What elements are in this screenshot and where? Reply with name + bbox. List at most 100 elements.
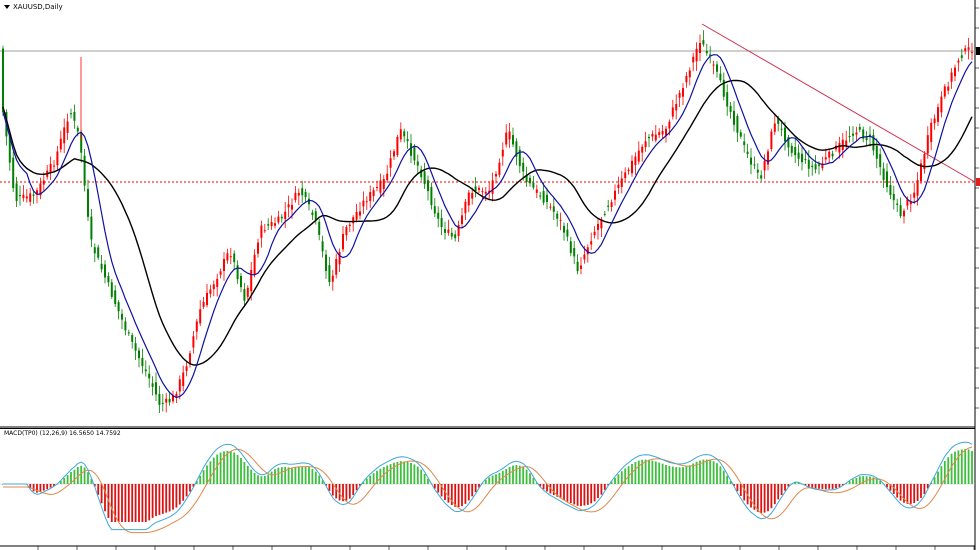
macd-bar <box>505 468 508 484</box>
candle-body <box>627 169 630 172</box>
candle-body <box>389 158 392 168</box>
macd-bar <box>610 481 613 484</box>
macd-bar <box>590 484 593 504</box>
candle-body <box>457 225 460 237</box>
macd-bar <box>297 466 300 484</box>
macd-bar <box>954 451 956 484</box>
candle-body <box>617 184 620 188</box>
macd-bar <box>257 475 259 484</box>
candle-body <box>818 164 820 166</box>
macd-bar <box>964 449 967 484</box>
macd-bar <box>243 462 246 484</box>
macd-bar <box>906 484 909 504</box>
candle-body <box>899 205 902 217</box>
candle-body <box>583 254 586 260</box>
macd-bar <box>287 467 290 484</box>
macd-bar <box>648 459 650 484</box>
price-scale-ticks <box>975 7 979 409</box>
macd-bar <box>678 467 681 484</box>
macd-bar <box>797 482 800 484</box>
candle-body <box>90 216 93 240</box>
candle-body <box>882 168 885 181</box>
candle-body <box>185 366 188 371</box>
candle-body <box>284 211 287 220</box>
level-price-marker <box>976 178 980 186</box>
macd-bar <box>586 484 589 505</box>
macd-bar <box>624 468 627 484</box>
macd-bar <box>379 468 382 484</box>
macd-bar <box>886 484 888 488</box>
candle-body <box>525 174 528 183</box>
candle-body <box>321 241 324 252</box>
candle-body <box>760 175 763 179</box>
candle-body <box>678 92 681 98</box>
candle-body <box>396 136 399 155</box>
macd-bar <box>345 484 348 501</box>
macd-bar <box>814 484 817 489</box>
candle-body <box>172 395 174 402</box>
candle-body <box>886 171 888 188</box>
macd-bar <box>539 484 542 487</box>
dropdown-arrow-icon[interactable] <box>4 5 10 9</box>
macd-bar <box>301 466 304 484</box>
macd-bar <box>712 461 715 484</box>
candle-body <box>906 199 909 206</box>
candle-body <box>168 398 171 403</box>
candle-body <box>270 222 273 227</box>
candle-body <box>243 289 246 301</box>
candle-body <box>311 212 314 216</box>
candle-body <box>73 111 76 121</box>
macd-bar <box>644 459 647 484</box>
macd-bar <box>484 479 487 484</box>
candle-body <box>709 54 712 57</box>
candle-body <box>614 190 616 200</box>
macd-bar <box>294 467 297 484</box>
candle-body <box>736 115 739 133</box>
macd-bar <box>770 484 773 509</box>
candle-body <box>971 52 973 54</box>
macd-bar <box>620 471 623 484</box>
macd-bar <box>240 457 242 484</box>
macd-bar <box>631 463 633 484</box>
candle-body <box>229 256 232 258</box>
macd-bar <box>246 465 249 484</box>
candle-body <box>733 110 735 125</box>
macd-bar <box>947 457 950 484</box>
candle-body <box>668 121 671 129</box>
macd-bar <box>682 467 684 484</box>
macd-bar <box>909 484 912 504</box>
macd-bar <box>780 484 783 495</box>
macd-bar <box>100 484 103 504</box>
candle-body <box>461 215 463 225</box>
candle-body <box>807 159 810 169</box>
candle-body <box>576 261 579 272</box>
macd-bar <box>53 484 55 486</box>
candle-body <box>464 201 467 214</box>
candle-body <box>178 379 181 392</box>
macd-bar <box>634 462 637 484</box>
candle-body <box>889 185 892 196</box>
macd-bar <box>369 475 372 484</box>
candle-body <box>260 225 263 238</box>
candle-body <box>83 155 86 186</box>
candle-body <box>308 198 310 205</box>
macd-bar <box>529 473 531 484</box>
candle-body <box>379 180 382 193</box>
candle-body <box>131 335 134 342</box>
trend-line[interactable] <box>701 23 976 183</box>
candle-body <box>219 271 222 275</box>
candle-body <box>495 174 497 177</box>
candle-body <box>661 131 664 135</box>
candle-body <box>855 132 858 135</box>
candle-body <box>430 187 433 206</box>
candle-body <box>212 284 215 290</box>
candle-body <box>484 191 487 194</box>
candle-body <box>127 332 130 334</box>
macd-bar <box>93 484 96 487</box>
candle-body <box>610 202 613 207</box>
candle-body <box>648 136 650 139</box>
macd-bar <box>49 484 52 488</box>
candle-body <box>267 224 270 226</box>
